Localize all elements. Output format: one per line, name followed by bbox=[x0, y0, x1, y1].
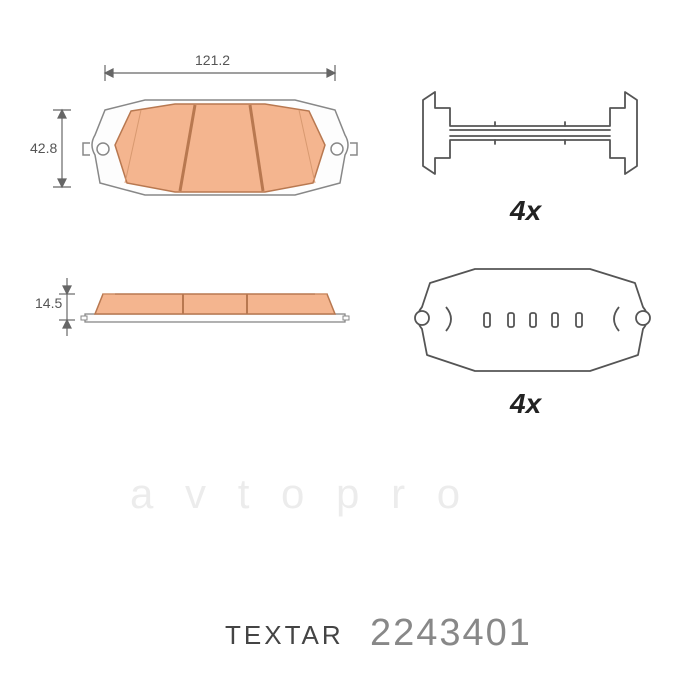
anti-rattle-clip bbox=[405, 80, 660, 190]
backing-plate-rear bbox=[400, 255, 665, 385]
qty-clip-label: 4x bbox=[510, 195, 541, 227]
pad-side-view bbox=[55, 270, 365, 350]
dim-width-label: 121.2 bbox=[195, 52, 230, 68]
brand-label: TEXTAR bbox=[225, 620, 344, 651]
watermark-text: a v t o p r o bbox=[130, 470, 470, 518]
diagram-canvas: 121.2 42.8 14.5 bbox=[0, 0, 700, 700]
dim-height-label: 42.8 bbox=[30, 140, 57, 156]
dim-thickness-label: 14.5 bbox=[35, 295, 62, 311]
qty-plate-label: 4x bbox=[510, 388, 541, 420]
pad-top-view bbox=[45, 55, 365, 235]
part-number-label: 2243401 bbox=[370, 612, 532, 655]
